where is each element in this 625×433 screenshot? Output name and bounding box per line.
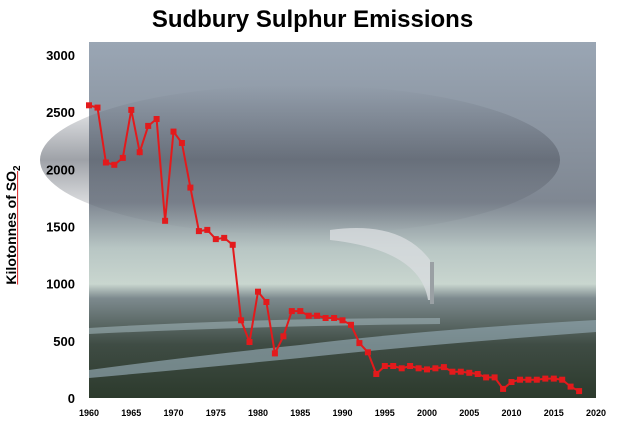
y-tick-label: 2500 [46,105,75,120]
data-point [398,365,405,372]
data-point [297,308,304,315]
y-tick-label: 0 [68,391,75,406]
data-point [517,376,523,383]
x-tick-label: 1985 [290,408,310,418]
data-point [263,299,270,305]
x-tick-label: 2005 [459,408,479,418]
data-point [238,317,245,324]
x-tick-label: 2015 [544,408,564,418]
data-point [407,363,414,369]
data-point [162,217,169,224]
x-tick-label: 1960 [79,408,99,418]
data-point [111,161,118,168]
data-point [195,228,202,235]
data-point [373,371,380,377]
data-point [559,376,566,383]
data-point [178,140,185,146]
x-tick-label: 1990 [332,408,352,418]
data-point [136,149,143,156]
data-point [271,350,278,357]
x-tick-label: 1975 [206,408,226,418]
data-point [449,368,456,375]
data-point [212,236,219,243]
data-point [390,363,397,369]
data-point [457,368,464,375]
data-point [331,315,338,321]
x-tick-label: 1995 [375,408,395,418]
data-point [424,366,430,373]
data-point [567,383,574,390]
data-point [255,288,261,295]
data-point [314,312,321,319]
data-point [187,184,194,191]
data-point [491,374,498,381]
y-tick-label: 500 [53,334,75,349]
axes: 0 500 1000 1500 2000 2500 3000 1960 1965 1970 1975… [46,48,606,418]
data-point [364,349,371,356]
data-point [128,106,135,113]
data-point [339,317,346,324]
background-photo [40,42,596,398]
data-point [119,154,126,161]
y-tick-label: 1000 [46,277,75,292]
photo-smokestack [430,262,434,304]
data-point [500,385,507,392]
data-point [508,379,515,385]
y-tick-label: 3000 [46,48,75,63]
data-point [432,365,439,372]
data-point [86,102,92,109]
y-tick-label: 1500 [46,220,75,235]
chart-title: Sudbury Sulphur Emissions [151,6,474,33]
series-layer [86,102,583,395]
data-point [466,369,473,376]
photo-plume [330,228,434,300]
data-point [348,321,354,328]
data-point [246,339,253,345]
data-point [356,340,363,347]
data-point [305,312,312,319]
x-tick-label: 2000 [417,408,437,418]
data-point [221,234,228,241]
data-point [288,308,295,315]
photo-cloud-band [40,85,560,235]
data-point [102,159,109,166]
data-point [170,128,177,135]
data-point [415,365,422,372]
x-tick-label: 1970 [163,408,183,418]
data-point [145,122,152,129]
data-point [153,116,160,122]
data-point [229,241,236,248]
data-point [576,388,583,395]
x-tick-label: 1965 [121,408,141,418]
x-tick-label: 1980 [248,408,268,418]
x-tick-label: 2020 [586,408,606,418]
data-point [525,376,532,383]
y-tick-label: 2000 [46,162,75,177]
data-point [204,226,211,233]
data-point [440,364,447,371]
data-point [533,376,540,383]
data-point [550,375,557,382]
data-point [280,333,287,340]
data-point [483,374,490,381]
data-point [542,375,549,382]
data-point [322,315,329,321]
data-point [381,363,388,369]
data-point [474,371,481,377]
data-point [94,104,101,111]
x-tick-label: 2010 [501,408,521,418]
photo-lake [89,320,596,378]
